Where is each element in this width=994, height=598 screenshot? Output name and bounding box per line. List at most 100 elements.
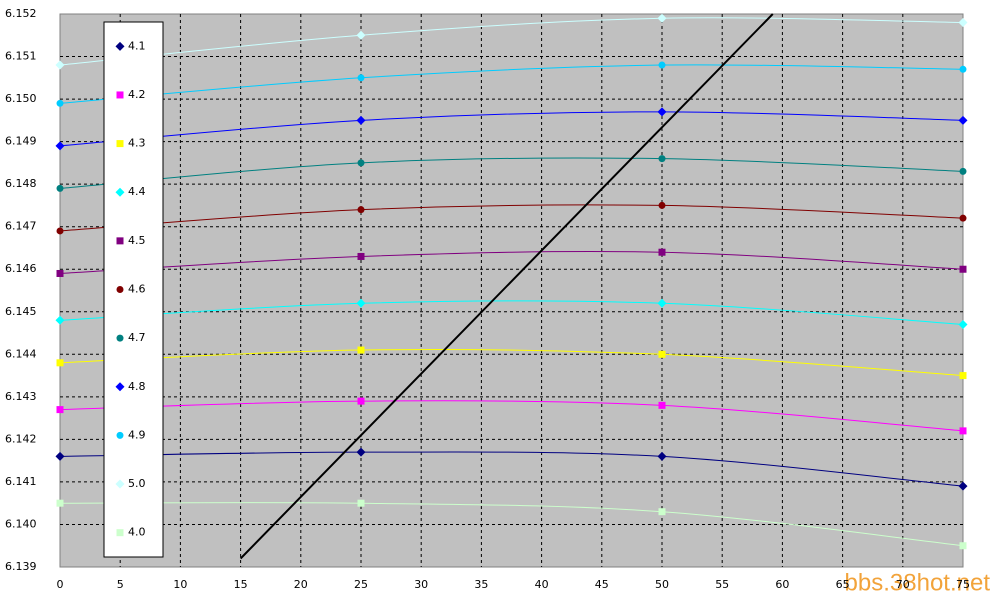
y-tick-label: 6.143	[5, 390, 37, 403]
legend-label: 4.0	[128, 526, 146, 539]
y-tick-label: 6.151	[5, 50, 37, 63]
marker	[116, 140, 124, 148]
x-tick-label: 20	[294, 578, 308, 591]
marker	[56, 269, 64, 277]
marker	[356, 447, 366, 457]
marker	[958, 115, 968, 125]
y-tick-label: 6.152	[5, 7, 37, 20]
series-line	[59, 204, 964, 232]
legend-label: 4.4	[128, 185, 146, 198]
x-tick-label: 40	[535, 578, 549, 591]
marker	[657, 13, 667, 23]
marker	[116, 286, 124, 293]
marker	[958, 320, 968, 330]
marker	[658, 401, 666, 409]
marker	[357, 159, 365, 167]
marker	[357, 252, 365, 260]
x-tick-label: 45	[595, 578, 609, 591]
marker	[55, 141, 65, 151]
marker	[959, 372, 967, 380]
marker	[356, 115, 366, 125]
legend-label: 4.5	[128, 234, 146, 247]
series-line	[59, 400, 964, 432]
marker	[56, 227, 64, 235]
marker	[959, 167, 967, 175]
marker	[116, 431, 124, 439]
marker	[115, 382, 125, 392]
legend-label: 4.6	[128, 283, 146, 296]
legend-label: 4.9	[128, 428, 146, 441]
legend-label: 4.3	[128, 137, 146, 150]
marker	[55, 60, 65, 70]
series-line	[59, 300, 964, 326]
marker	[959, 265, 967, 273]
marker	[56, 359, 64, 367]
marker	[658, 248, 666, 256]
x-tick-label: 35	[474, 578, 488, 591]
marker	[115, 187, 125, 197]
marker	[958, 481, 968, 491]
marker	[658, 350, 666, 358]
y-tick-label: 6.149	[5, 135, 37, 148]
x-tick-label: 60	[775, 578, 789, 591]
marker	[55, 315, 65, 325]
y-tick-label: 6.145	[5, 305, 37, 318]
marker	[959, 214, 967, 222]
y-tick-label: 6.144	[5, 347, 37, 360]
plot-area	[59, 13, 964, 568]
marker	[658, 201, 666, 209]
marker	[959, 65, 967, 73]
series-line	[59, 17, 964, 66]
marker	[56, 499, 64, 507]
marker	[56, 184, 64, 192]
marker	[958, 18, 968, 28]
legend-label: 4.7	[128, 331, 146, 344]
watermark: bbs.38hot.net	[845, 569, 991, 596]
marker	[658, 508, 666, 516]
marker	[357, 397, 365, 405]
marker	[357, 499, 365, 507]
marker	[657, 107, 667, 117]
y-tick-label: 6.146	[5, 262, 37, 275]
series-line	[59, 64, 964, 104]
legend-label: 4.2	[128, 88, 146, 101]
y-tick-label: 6.148	[5, 177, 37, 190]
marker	[116, 334, 124, 342]
marker	[356, 30, 366, 40]
series-line	[59, 349, 964, 377]
marker	[115, 41, 125, 51]
series-line	[59, 451, 964, 487]
marker	[658, 155, 666, 163]
y-tick-label: 6.142	[5, 432, 37, 445]
marker	[357, 206, 365, 214]
y-tick-label: 6.140	[5, 517, 37, 530]
trend-line	[239, 13, 774, 560]
marker	[116, 237, 124, 245]
series-line	[59, 111, 964, 147]
y-tick-label: 6.139	[5, 560, 37, 573]
series-line	[59, 502, 964, 547]
x-tick-label: 55	[715, 578, 729, 591]
y-tick-label: 6.141	[5, 475, 37, 488]
y-tick-label: 6.147	[5, 220, 37, 233]
y-tick-label: 6.150	[5, 92, 37, 105]
legend-box	[103, 21, 164, 558]
marker	[115, 479, 125, 489]
marker	[116, 91, 124, 99]
marker	[357, 346, 365, 354]
x-tick-label: 5	[117, 578, 124, 591]
marker	[658, 61, 666, 69]
marker	[56, 99, 64, 107]
marker	[56, 406, 64, 414]
marker	[357, 74, 365, 82]
x-tick-label: 30	[414, 578, 428, 591]
x-tick-label: 25	[354, 578, 368, 591]
marker	[356, 298, 366, 308]
x-tick-label: 10	[173, 578, 187, 591]
x-tick-label: 15	[234, 578, 248, 591]
legend-label: 4.1	[128, 39, 146, 52]
x-tick-label: 70	[896, 578, 910, 591]
x-tick-label: 65	[836, 578, 850, 591]
